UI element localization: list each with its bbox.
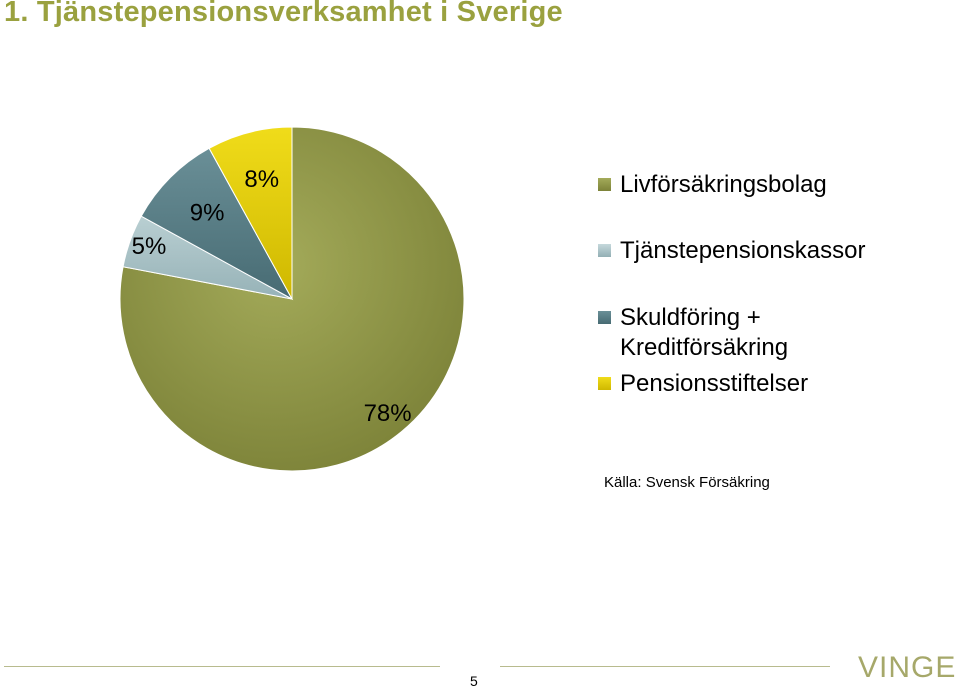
pie-label-pensionsstiftelser: 8% — [244, 166, 279, 193]
legend-label: Pensionsstiftelser — [620, 370, 809, 397]
source-note: Källa: Svensk Försäkring — [604, 474, 770, 491]
legend-item-tjanstepensionskassor: Tjänstepensionskassor — [598, 236, 865, 266]
legend-item-pensionsstiftelser: Pensionsstiftelser — [598, 369, 808, 399]
footer-rule-left — [4, 666, 440, 667]
pie-label-skuldforing: 9% — [190, 199, 225, 226]
legend-label: Skuldföring + Kreditförsäkring — [620, 304, 789, 361]
legend-swatch — [598, 178, 611, 191]
slide-title: 1. Tjänstepensionsverksamhet i Sverige — [4, 0, 563, 28]
legend-swatch — [598, 311, 611, 324]
pie-label-tjanstepensionskassor: 5% — [132, 233, 167, 260]
legend-label: Tjänstepensionskassor — [620, 237, 866, 264]
pie-slice-skuldforing — [140, 147, 294, 301]
pie-label-livforsakringsbolag: 78% — [364, 400, 412, 427]
pie-slice-pensionsstiftelser — [208, 126, 293, 300]
legend-item-livforsakringsbolag: Livförsäkringsbolag — [598, 170, 827, 200]
pie-slices — [119, 126, 465, 472]
legend-label: Livförsäkringsbolag — [620, 171, 827, 198]
legend-item-skuldforing: Skuldföring + Kreditförsäkring — [598, 303, 838, 363]
vinge-logo: VINGE — [858, 651, 957, 684]
page-number: 5 — [470, 673, 478, 689]
legend-swatch — [598, 244, 611, 257]
legend-swatch — [598, 377, 611, 390]
pie-labels: 78% 5% 9% 8% — [132, 166, 412, 427]
footer-rule-right — [500, 666, 830, 667]
